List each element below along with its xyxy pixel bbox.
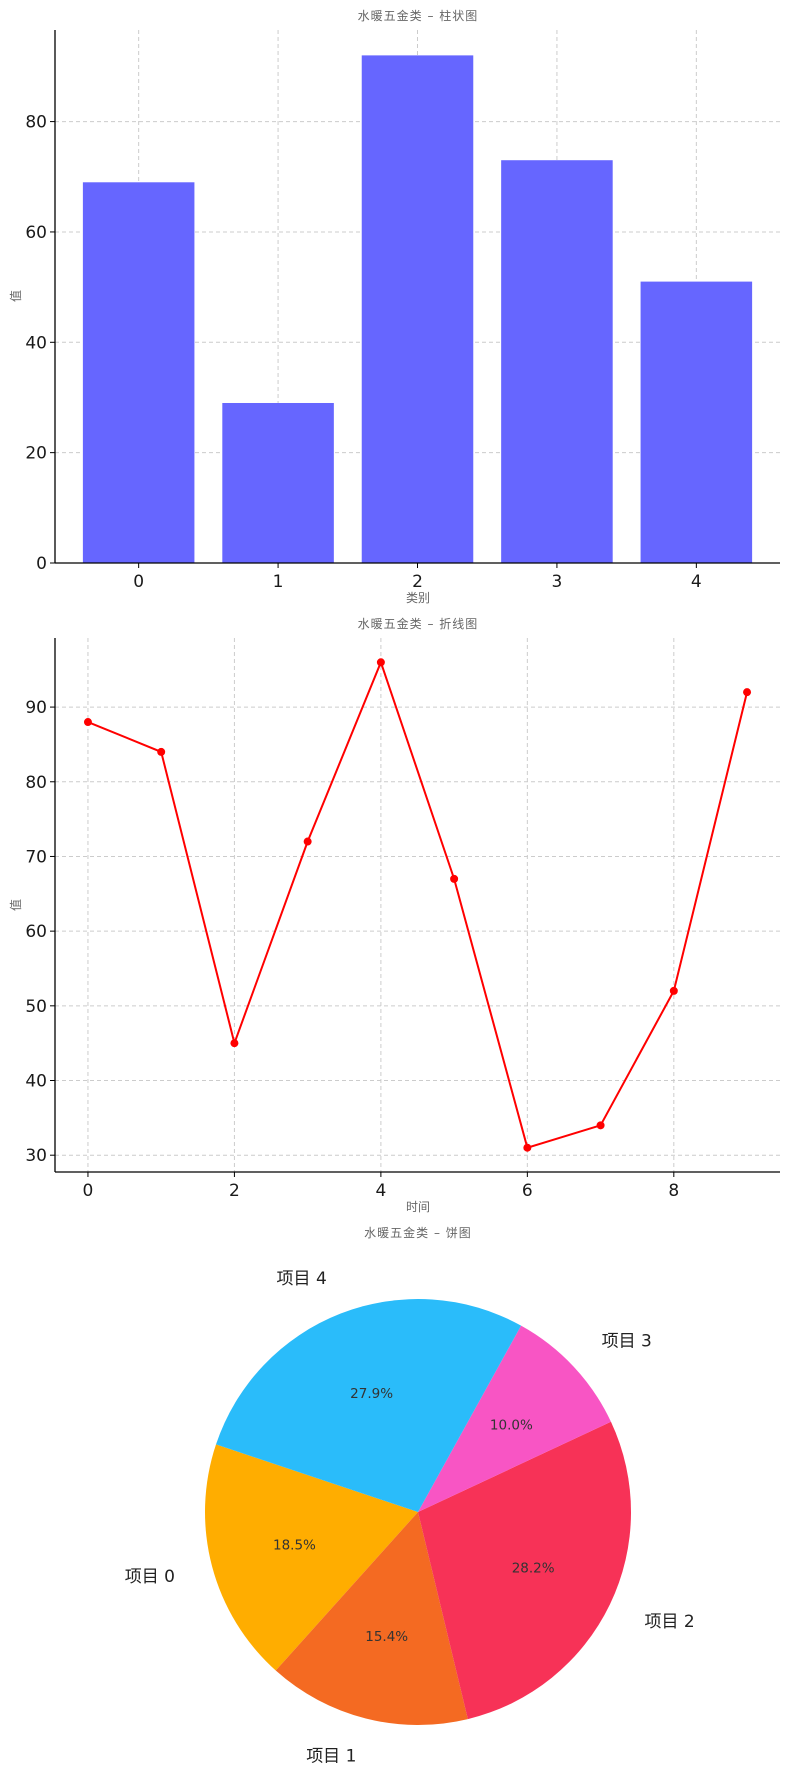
- line-chart-axes: [54, 638, 780, 1173]
- line-point-6: [523, 1143, 532, 1152]
- bar-chart-xtick-label: 1: [273, 572, 284, 592]
- line-series-path: [87, 659, 749, 1149]
- line-point-9: [743, 688, 752, 697]
- bar-chart-title: 水暖五金类 – 柱状图: [358, 8, 479, 23]
- bar-chart-ticks: 0 20 40 60 80 0 1 2 3 4: [25, 113, 701, 592]
- line-chart-ytick-label: 70: [25, 847, 47, 867]
- line-point-1: [157, 747, 166, 756]
- bar-chart-ytick-label: 40: [25, 333, 47, 353]
- pie-slice-percent: 18.5%: [273, 1538, 316, 1554]
- pie-chart-labels: 项目 0 18.5% 项目 1 15.4% 项目 2 28.2% 项目 3 10.0% 项目 4…: [125, 1269, 695, 1767]
- bar-2: [361, 55, 474, 563]
- bar-0: [82, 182, 195, 564]
- line-chart: 水暖五金类 – 折线图 30 40 50 60 70 80 90 0 2 4 6 8 时间 值: [8, 616, 780, 1214]
- pie-slice-percent: 28.2%: [512, 1560, 555, 1576]
- line-chart-xlabel: 时间: [406, 1200, 430, 1214]
- pie-slice-4: [216, 1299, 522, 1512]
- pie-slice-1: [275, 1512, 468, 1726]
- pie-slice-label: 项目 2: [644, 1612, 694, 1632]
- pie-slice-label: 项目 0: [125, 1567, 175, 1587]
- line-chart-ytick-label: 30: [25, 1146, 47, 1166]
- bar-chart-ytick-label: 80: [25, 113, 47, 133]
- bar-3: [501, 160, 613, 563]
- line-chart-ytick-label: 80: [25, 773, 47, 793]
- pie-slice-label: 项目 3: [602, 1331, 652, 1351]
- bar-4: [640, 281, 753, 563]
- pie-slice-3: [418, 1325, 611, 1512]
- line-point-3: [303, 837, 312, 846]
- bar-chart-xtick-label: 4: [691, 572, 702, 592]
- line-chart-xtick-label: 8: [668, 1181, 679, 1201]
- line-point-8: [669, 986, 678, 995]
- pie-slice-percent: 27.9%: [350, 1386, 393, 1402]
- line-chart-grid: [55, 638, 780, 1172]
- line-chart-ytick-label: 50: [25, 997, 47, 1017]
- pie-slice-0: [205, 1444, 418, 1671]
- pie-chart: 水暖五金类 – 饼图 项目 018.5%项目 115.4%项目 228.2%项目…: [125, 1225, 695, 1767]
- line-point-7: [596, 1121, 605, 1130]
- line-chart-xtick-label: 4: [375, 1181, 386, 1201]
- line-chart-ylabel: 值: [8, 899, 23, 911]
- line-point-5: [450, 874, 459, 883]
- pie-slice-percent: 10.0%: [490, 1418, 533, 1434]
- bar-chart-xtick-label: 2: [412, 572, 423, 592]
- pie-slice-label: 项目 4: [277, 1269, 327, 1289]
- line-chart-ytick-label: 60: [25, 922, 47, 942]
- bar-chart-ylabel: 值: [8, 290, 23, 302]
- line-chart-xtick-label: 6: [522, 1181, 533, 1201]
- bar-chart-xtick-label: 0: [133, 572, 144, 592]
- line-point-0: [83, 718, 92, 727]
- line-chart-ytick-label: 40: [25, 1072, 47, 1092]
- pie-slice-percent: 15.4%: [365, 1629, 408, 1645]
- line-chart-title: 水暖五金类 – 折线图: [358, 616, 479, 631]
- bar-chart-ytick-label: 0: [36, 554, 47, 574]
- line-chart-xtick-label: 0: [83, 1181, 94, 1201]
- bar-chart: 水暖五金类 – 柱状图 0 20 40 60 80 0 1 2 3 4 类别 值: [8, 8, 780, 605]
- bar-chart-ytick-label: 60: [25, 223, 47, 243]
- line-point-4: [376, 658, 385, 667]
- line-point-2: [230, 1039, 239, 1048]
- line-chart-series: [83, 658, 752, 1152]
- bar-chart-bars: [82, 55, 753, 564]
- pie-slice-2: [418, 1421, 631, 1720]
- bar-chart-ytick-label: 20: [25, 444, 47, 464]
- pie-slice-label: 项目 1: [306, 1747, 356, 1767]
- bar-chart-xtick-label: 3: [552, 572, 563, 592]
- pie-chart-slices: [205, 1299, 631, 1726]
- bar-chart-xlabel: 类别: [406, 591, 430, 605]
- line-chart-ytick-label: 90: [25, 698, 47, 718]
- bar-1: [222, 402, 334, 563]
- line-chart-xtick-label: 2: [229, 1181, 240, 1201]
- pie-chart-title: 水暖五金类 – 饼图: [364, 1225, 472, 1240]
- line-chart-ticks: 30 40 50 60 70 80 90 0 2 4 6 8: [25, 698, 679, 1201]
